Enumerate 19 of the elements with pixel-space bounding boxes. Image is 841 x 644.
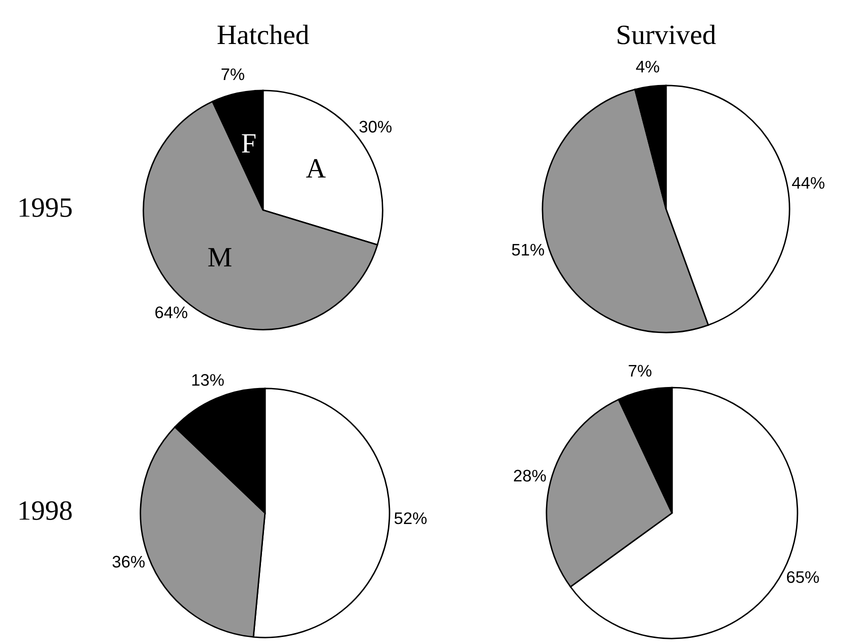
chart-title: Survived: [618, 24, 716, 44]
data-label: 7%: [222, 68, 244, 80]
text: 1995: [20, 198, 72, 217]
data-label: 64%: [155, 306, 188, 318]
data-label: 30%: [359, 120, 392, 133]
data-label: 7%: [628, 364, 652, 377]
slice-label: A: [306, 159, 326, 178]
chart-title: Hatched: [218, 24, 309, 44]
data-label: 65%: [786, 571, 819, 583]
data-label: 44%: [792, 177, 824, 189]
data-label: 13%: [192, 374, 224, 386]
data-label: 28%: [514, 470, 546, 482]
data-label: 51%: [512, 244, 544, 256]
slice-label: F: [242, 134, 256, 152]
data-label: 36%: [112, 556, 145, 568]
data-label: 4%: [636, 60, 660, 72]
slice-label: M: [208, 248, 232, 266]
data-label: 52%: [394, 512, 427, 524]
text: 1998: [20, 501, 72, 520]
